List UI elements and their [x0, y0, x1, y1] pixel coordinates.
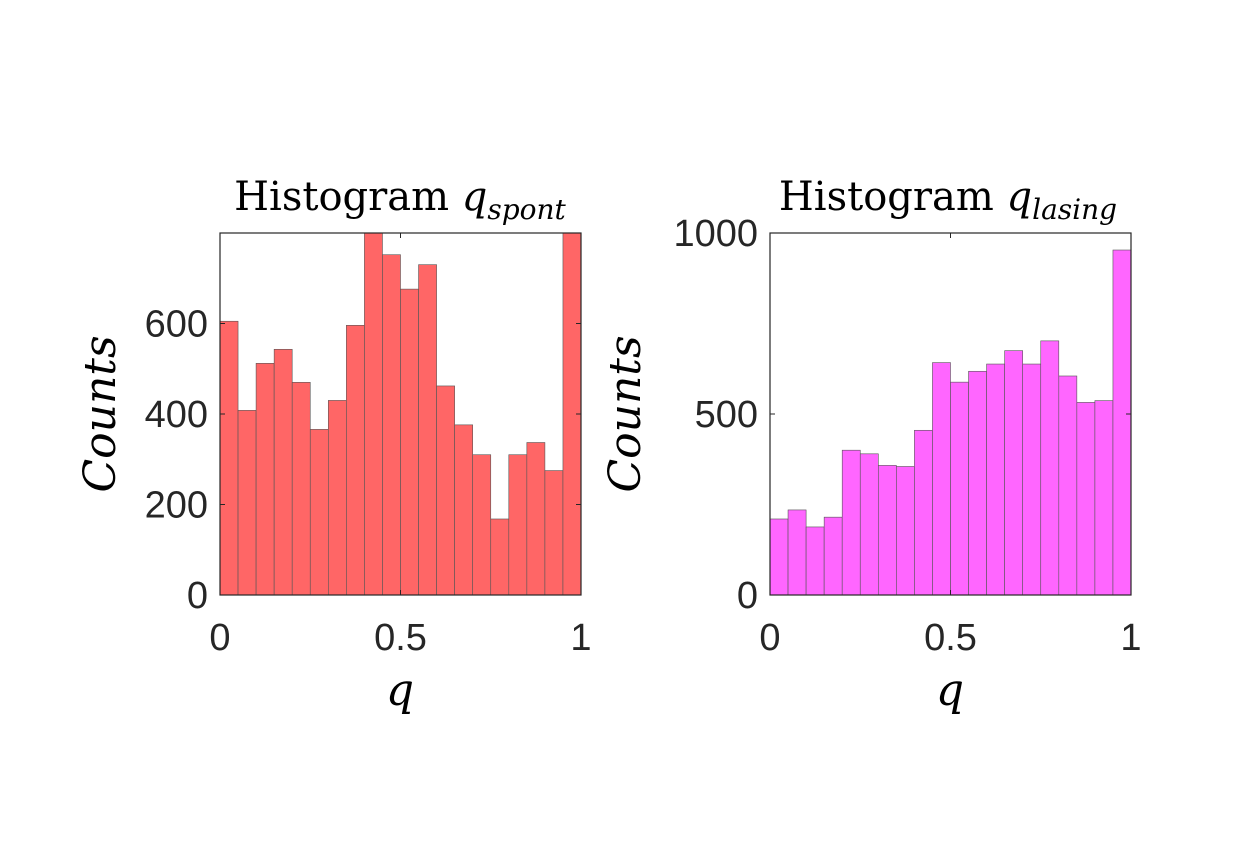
histogram-bar [327, 400, 347, 596]
y-tick-label: 0 [187, 575, 208, 617]
histogram-bar [841, 449, 861, 596]
histogram-bar [436, 385, 455, 596]
histogram-bar [1004, 350, 1024, 596]
histogram-bar [454, 424, 473, 596]
histogram-bar [490, 518, 510, 596]
ticks-spont: 0 0.5 1 0 200 400 600 [145, 233, 592, 659]
histogram-bar [1040, 340, 1060, 596]
histogram-bar [968, 370, 987, 596]
histogram-bar [914, 429, 933, 596]
histogram-bar [1022, 363, 1042, 596]
histogram-bar [382, 254, 401, 596]
y-tick-label: 200 [145, 485, 208, 527]
x-axis-label-spont: q [386, 665, 414, 716]
chart-title-lasing: Histogram qlasing [779, 174, 1117, 226]
x-tick-label: 0 [759, 617, 780, 659]
y-tick-label: 0 [737, 575, 758, 617]
histogram-bar [896, 466, 915, 596]
histogram-bar [346, 325, 365, 596]
y-tick-label: 1000 [673, 213, 758, 255]
x-tick-label: 0.5 [924, 617, 977, 659]
histogram-bar [769, 518, 789, 596]
histogram-bar [309, 429, 329, 596]
y-tick-label: 500 [695, 394, 758, 436]
bars-spont [219, 232, 582, 596]
x-tick-label: 0.5 [374, 617, 427, 659]
histogram-bar [237, 410, 257, 596]
y-axis-label-lasing: Counts [600, 335, 651, 492]
plot-frame-lasing [769, 232, 1132, 596]
panel-spont: Histogram qspont 0 0.5 1 0 200 400 600 q Count… [75, 174, 592, 716]
histogram-bar [273, 348, 293, 596]
x-tick-label: 0 [209, 617, 230, 659]
histogram-bar [219, 320, 239, 596]
chart-title-spont: Histogram qspont [234, 174, 566, 226]
histogram-bar [418, 264, 437, 596]
plot-frame-spont [219, 232, 582, 596]
histogram-bar [1094, 400, 1114, 596]
histogram-bar [400, 288, 419, 596]
y-tick-label: 400 [145, 394, 208, 436]
histogram-bar [1076, 402, 1096, 596]
x-tick-label: 1 [570, 617, 591, 659]
histogram-bar [544, 470, 564, 596]
histogram-bar [255, 363, 275, 596]
histogram-bar [508, 454, 528, 596]
histogram-bar [877, 465, 897, 596]
histogram-bar [805, 526, 825, 596]
bars-lasing [769, 249, 1132, 596]
histogram-bar [1112, 249, 1132, 596]
histogram-bar [823, 516, 843, 596]
histogram-bar [859, 453, 879, 596]
panel-lasing: Histogram qlasing 0 0.5 1 0 500 1000 q Counts [600, 174, 1142, 716]
histogram-bar [986, 363, 1005, 596]
x-tick-label: 1 [1120, 617, 1141, 659]
histogram-bar [932, 362, 951, 596]
histogram-bar [950, 381, 969, 596]
histogram-bar [787, 509, 807, 596]
histogram-bar [364, 232, 383, 596]
histogram-bar [526, 442, 546, 596]
y-axis-label-spont: Counts [75, 335, 126, 492]
histogram-bar [291, 382, 311, 596]
histogram-bar [472, 454, 492, 596]
x-axis-label-lasing: q [936, 665, 964, 716]
ticks-lasing: 0 0.5 1 0 500 1000 [673, 213, 1141, 659]
y-tick-label: 600 [145, 304, 208, 346]
histogram-bar [1058, 375, 1078, 596]
